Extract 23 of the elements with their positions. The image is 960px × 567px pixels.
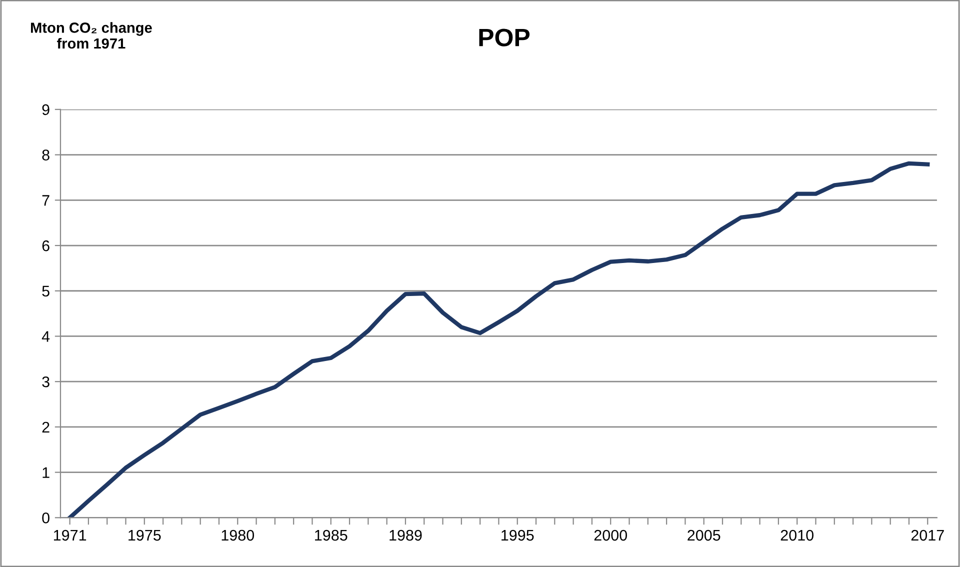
chart-title: POP bbox=[479, 28, 530, 46]
y-tick-label: 4 bbox=[42, 331, 50, 342]
x-tick-label: 2000 bbox=[594, 530, 628, 541]
y-tick-label: 1 bbox=[42, 467, 50, 478]
y-tick-label: 9 bbox=[42, 104, 50, 116]
x-tick-label: 1975 bbox=[128, 530, 161, 541]
y-tick-label: 2 bbox=[42, 422, 50, 432]
y-tick-label: 7 bbox=[42, 195, 50, 206]
x-tick-label: 1971 bbox=[54, 530, 86, 541]
y-axis-title: Mton CO₂ change from 1971 bbox=[31, 22, 152, 49]
y-tick-label: 5 bbox=[42, 286, 50, 297]
line-series bbox=[68, 161, 930, 518]
y-tick-label: 0 bbox=[42, 512, 50, 524]
x-tick-label: 1989 bbox=[390, 530, 422, 541]
y-tick-label: 3 bbox=[42, 376, 50, 388]
y-tick-label: 8 bbox=[42, 150, 50, 160]
x-tick-label: 2005 bbox=[688, 530, 720, 541]
x-tick-label: 1995 bbox=[502, 530, 534, 541]
y-tick-label: 6 bbox=[42, 240, 50, 252]
x-tick-label: 1985 bbox=[315, 530, 348, 541]
x-tick-label: 2010 bbox=[780, 530, 814, 541]
x-tick-label: 2017 bbox=[911, 530, 944, 541]
x-tick-label: 1980 bbox=[222, 530, 254, 541]
